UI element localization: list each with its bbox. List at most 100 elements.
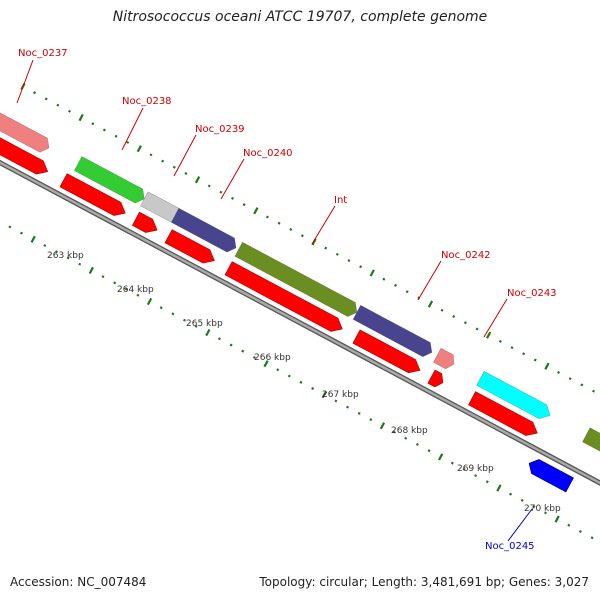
backbone-layer xyxy=(0,159,600,486)
ruler-tick-upper xyxy=(242,203,246,207)
label-layer: 263 kbp 264 kbp 265 kbp 266 kbp 267 kbp 268 k… xyxy=(18,48,561,552)
feature-layer xyxy=(0,112,600,493)
gene-leader-line xyxy=(507,508,533,542)
ruler-tick-lower xyxy=(113,281,117,285)
ruler-tick-lower xyxy=(404,436,408,440)
ruler-tick-lower xyxy=(450,461,454,465)
ruler-tick-upper xyxy=(522,352,526,356)
ruler-tick-upper xyxy=(427,300,434,308)
ruler-tick-upper xyxy=(219,190,223,194)
ruler-tick-lower xyxy=(346,405,350,409)
gene-label: Noc_0245 xyxy=(485,541,535,552)
cds-arrow xyxy=(164,229,215,264)
gene-leader-line xyxy=(483,298,508,338)
ruler-tick-lower xyxy=(205,328,211,337)
cds-arrow xyxy=(0,137,49,175)
ruler-tick-upper xyxy=(324,246,328,250)
ruler-tick-lower xyxy=(369,418,373,422)
ruler-tick-upper xyxy=(126,140,130,144)
ruler-tick-lower xyxy=(544,511,547,515)
ruler-tick-lower xyxy=(171,312,175,316)
topology-text: Topology: circular; Length: 3,481,691 bp… xyxy=(259,575,589,589)
gene-leader-line xyxy=(16,59,34,104)
ruler-tick-lower xyxy=(379,422,386,430)
ruler-tick-upper xyxy=(440,308,444,312)
ruler-tick-lower xyxy=(462,467,466,471)
ruler-tick-upper xyxy=(91,122,95,126)
ruler-tick-lower xyxy=(321,391,327,399)
ruler-tick-upper xyxy=(463,321,467,325)
ruler-tick-lower xyxy=(229,343,233,347)
ruler-tick-lower xyxy=(311,387,315,390)
scale-label: 264 kbp xyxy=(117,285,154,295)
ruler-tick-upper xyxy=(44,97,48,101)
ruler-tick-upper xyxy=(161,159,165,163)
ruler-tick-lower xyxy=(136,293,140,297)
ruler-tick-upper xyxy=(277,221,281,225)
gene-label: Noc_0240 xyxy=(243,148,293,159)
cds-arrow xyxy=(224,261,343,332)
cds-arrow xyxy=(427,369,444,388)
scale-label: 267 kbp xyxy=(322,390,359,400)
gene-leader-line xyxy=(311,205,336,245)
ruler-tick-lower xyxy=(520,498,524,502)
accession-text: Accession: NC_007484 xyxy=(10,575,147,589)
ruler-tick-lower xyxy=(532,505,536,509)
gene-leader-line xyxy=(417,260,442,301)
ruler-tick-upper xyxy=(475,327,479,331)
cds-arrow xyxy=(468,391,538,436)
ruler-tick-lower xyxy=(427,449,431,453)
ruler-tick-lower xyxy=(287,374,291,378)
cds-arrow xyxy=(131,211,158,233)
ruler-tick-lower xyxy=(101,275,105,279)
ruler-tick-lower xyxy=(54,250,58,254)
gene-leader-line xyxy=(220,158,245,200)
ruler-tick-upper xyxy=(369,269,375,277)
ruler-tick-lower xyxy=(159,306,163,310)
scale-label: 270 kbp xyxy=(524,504,561,514)
ruler-tick-upper xyxy=(207,184,211,188)
ruler-tick-lower xyxy=(578,530,582,533)
ruler-tick-upper xyxy=(498,339,502,343)
ruler-tick-lower xyxy=(334,399,338,403)
ruler-tick-upper xyxy=(231,196,234,200)
ruler-tick-upper xyxy=(510,346,514,350)
ruler-tick-lower xyxy=(183,318,186,322)
ruler-tick-lower xyxy=(252,355,256,359)
ruler-tick-upper xyxy=(172,165,176,169)
ruler-tick-upper xyxy=(394,283,398,287)
gene-label: Noc_0237 xyxy=(18,48,68,59)
ruler-tick-upper xyxy=(452,314,456,319)
ruler-tick-upper xyxy=(136,145,142,153)
ruler-tick-upper xyxy=(253,207,259,215)
ruler-tick-lower xyxy=(590,536,594,540)
gene-feature-Noc_0239 xyxy=(170,207,237,253)
ruler-tick-upper xyxy=(78,113,84,122)
ruler-tick-lower xyxy=(66,256,70,260)
ruler-tick-lower xyxy=(263,360,269,368)
ruler-tick-upper xyxy=(557,370,561,374)
map-title: Nitrosococcus oceani ATCC 19707, complet… xyxy=(112,9,488,25)
ruler-tick-upper xyxy=(347,259,351,263)
ruler-tick-upper xyxy=(102,128,106,132)
ruler-tick-upper xyxy=(184,171,188,176)
scale-label: 266 kbp xyxy=(254,353,291,363)
ruler-tick-upper xyxy=(33,91,37,95)
ruler-tick-upper xyxy=(149,153,153,157)
scale-label: 268 kbp xyxy=(391,426,428,436)
ruler-tick-lower xyxy=(357,411,361,415)
gene-label: Int xyxy=(334,195,347,206)
cds-arrow xyxy=(59,173,126,216)
ruler-tick-lower xyxy=(43,244,47,248)
backbone-line xyxy=(0,161,600,485)
ruler-tick-upper xyxy=(382,277,386,281)
ruler-tick-lower xyxy=(217,337,221,341)
gene-feature-Noc_0237 xyxy=(0,112,50,153)
cds-layer xyxy=(0,137,538,436)
ruler-tick-lower xyxy=(567,523,571,527)
gene-feature-Noc_0238 xyxy=(73,156,145,204)
scale-label: 265 kbp xyxy=(186,319,223,329)
ruler-tick-upper xyxy=(359,265,363,269)
gene-leader-line xyxy=(121,107,144,151)
scale-label: 263 kbp xyxy=(47,251,84,261)
